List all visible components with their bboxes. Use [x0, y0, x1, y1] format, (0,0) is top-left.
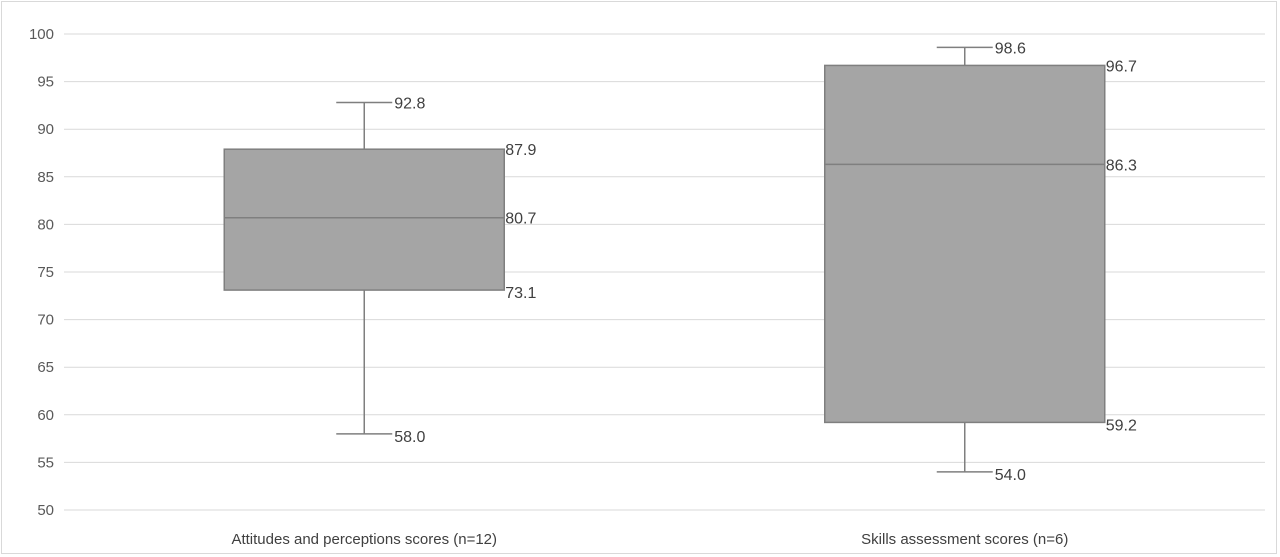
iqr-box — [223, 148, 505, 291]
category-label: Attitudes and perceptions scores (n=12) — [231, 531, 497, 548]
median-label: 80.7 — [505, 211, 536, 228]
y-tick-label: 50 — [37, 502, 54, 519]
max-label: 98.6 — [995, 40, 1026, 57]
q3-label: 87.9 — [505, 142, 536, 159]
min-label: 58.0 — [394, 429, 425, 446]
median-label: 86.3 — [1106, 157, 1137, 174]
box-2: 98.6 54.0 96.7 86.3 59.2 — [824, 40, 1137, 484]
q1-label: 59.2 — [1106, 417, 1137, 434]
iqr-box — [824, 64, 1106, 424]
max-label: 92.8 — [394, 96, 425, 113]
y-tick-label: 75 — [37, 264, 54, 281]
x-axis-categories: Attitudes and perceptions scores (n=12) S… — [231, 531, 1068, 548]
y-tick-label: 70 — [37, 312, 54, 329]
boxes: 92.8 58.0 87.9 80.7 73.1 98.6 54.0 96.7 86.3 59.2 — [223, 40, 1137, 484]
y-tick-label: 95 — [37, 74, 54, 91]
y-tick-label: 90 — [37, 121, 54, 138]
box-1: 92.8 58.0 87.9 80.7 73.1 — [223, 96, 536, 446]
category-label: Skills assessment scores (n=6) — [861, 531, 1068, 548]
y-tick-label: 65 — [37, 359, 54, 376]
y-tick-label: 80 — [37, 216, 54, 233]
y-tick-label: 55 — [37, 454, 54, 471]
q3-label: 96.7 — [1106, 58, 1137, 75]
y-tick-label: 60 — [37, 407, 54, 424]
y-tick-label: 100 — [29, 26, 54, 43]
y-axis-ticks: 50 55 60 65 70 75 80 85 90 95 100 — [29, 26, 54, 519]
min-label: 54.0 — [995, 467, 1026, 484]
q1-label: 73.1 — [505, 285, 536, 302]
y-tick-label: 85 — [37, 169, 54, 186]
